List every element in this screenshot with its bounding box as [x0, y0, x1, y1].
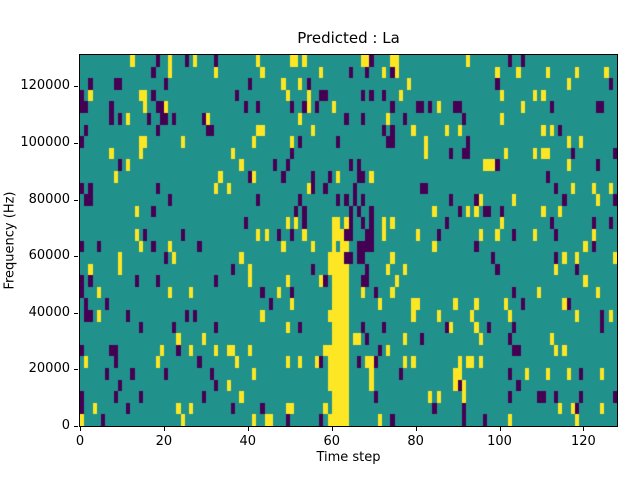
y-tick-label: 100000	[20, 134, 70, 150]
x-tick-mark	[163, 427, 165, 431]
heatmap-canvas	[80, 55, 617, 426]
x-tick-mark	[583, 427, 585, 431]
x-tick-label: 40	[239, 434, 257, 449]
x-tick-mark	[499, 427, 501, 431]
x-tick-mark	[80, 427, 81, 431]
x-tick-mark	[415, 427, 417, 431]
y-tick-label: 40000	[28, 304, 70, 320]
y-tick-mark	[74, 312, 78, 314]
chart-title: Predicted : La	[297, 29, 400, 47]
y-tick-label: 20000	[28, 361, 70, 377]
y-tick-label: 120000	[20, 78, 70, 94]
plot-area	[79, 54, 618, 427]
y-tick-mark	[74, 199, 78, 201]
x-tick-mark	[247, 427, 249, 431]
y-tick-mark	[74, 86, 78, 88]
y-tick-mark	[74, 256, 78, 258]
x-tick-label: 120	[571, 434, 596, 449]
y-tick-label: 60000	[28, 248, 70, 264]
x-tick-label: 100	[487, 434, 512, 449]
x-axis-label: Time step	[316, 450, 381, 465]
y-tick-mark	[74, 426, 78, 427]
x-tick-label: 0	[75, 434, 85, 449]
y-tick-mark	[74, 369, 78, 371]
y-tick-label: 80000	[28, 191, 70, 207]
x-tick-mark	[331, 427, 333, 431]
y-tick-label: 0	[61, 418, 70, 433]
x-tick-label: 80	[407, 434, 424, 449]
y-tick-mark	[74, 142, 78, 144]
x-tick-label: 60	[323, 434, 340, 449]
x-tick-label: 20	[155, 434, 173, 449]
